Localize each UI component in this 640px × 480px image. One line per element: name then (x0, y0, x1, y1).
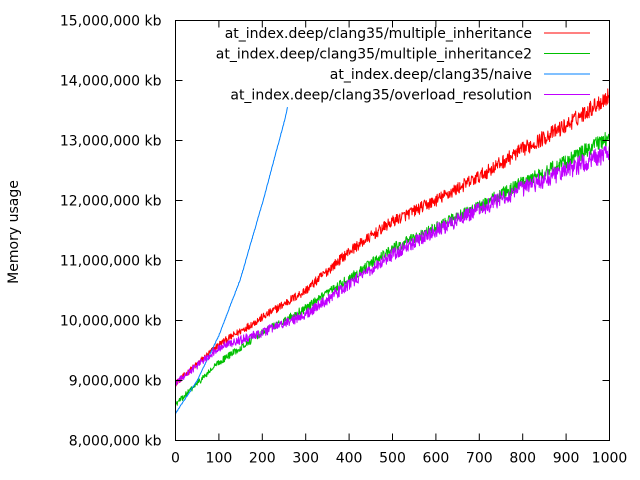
x-tick-label: 500 (379, 451, 406, 467)
y-tick-label: 11,000,000 kb (60, 254, 162, 270)
y-tick-label: 9,000,000 kb (69, 374, 162, 390)
x-tick-label: 200 (249, 451, 276, 467)
y-tick-label: 15,000,000 kb (60, 14, 162, 30)
legend: at_index.deep/clang35/multiple_inheritan… (216, 26, 590, 104)
legend-label-2: at_index.deep/clang35/multiple_inheritan… (216, 47, 532, 63)
y-tick-label: 12,000,000 kb (60, 194, 162, 210)
plot-frame (175, 20, 610, 441)
y-tick-label: 14,000,000 kb (60, 74, 162, 90)
legend-label-4: at_index.deep/clang35/overload_resolutio… (230, 88, 532, 104)
x-tick-label: 100 (206, 451, 233, 467)
x-tick-label: 800 (509, 451, 536, 467)
x-tick-label: 700 (466, 451, 493, 467)
series-layer (175, 88, 610, 414)
series-line-4 (175, 145, 610, 386)
x-tick-label: 900 (553, 451, 580, 467)
legend-label-3: at_index.deep/clang35/naive (330, 67, 532, 83)
x-tick-label: 0 (171, 451, 180, 467)
series-line-1 (175, 88, 610, 387)
x-tick-label: 400 (336, 451, 363, 467)
legend-label-1: at_index.deep/clang35/multiple_inheritan… (225, 26, 532, 42)
series-line-3 (175, 107, 288, 414)
y-tick-label: 10,000,000 kb (60, 314, 162, 330)
y-axis-label: Memory usage (6, 180, 22, 284)
x-tick-label: 1000 (592, 451, 628, 467)
y-tick-label: 13,000,000 kb (60, 134, 162, 150)
y-tick-label: 8,000,000 kb (69, 434, 162, 450)
ticks-layer: 0 100 200 300 400 500 600 700 800 900 1000 8,000,00… (60, 14, 627, 467)
x-tick-label: 600 (423, 451, 450, 467)
x-tick-label: 300 (292, 451, 319, 467)
